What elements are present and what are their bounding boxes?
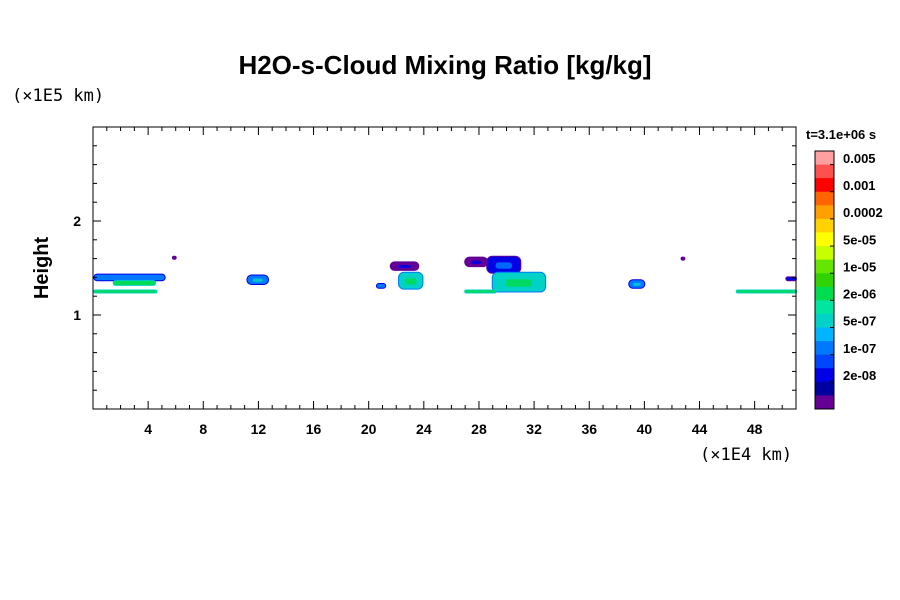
colorbar-label: 5e-07 xyxy=(843,314,876,329)
colorbar: 0.005 0.001 0.0002 5e-05 1e-05 2e-06 5e-07 1e-0… xyxy=(814,150,883,410)
cloud-patch-core xyxy=(113,281,156,285)
colorbar-swatch xyxy=(815,191,834,206)
y-tick-label: 2 xyxy=(73,213,81,229)
cloud-patch xyxy=(735,289,797,294)
colorbar-swatch xyxy=(815,354,834,369)
x-tick-label: 24 xyxy=(416,421,432,437)
cloud-field xyxy=(93,255,797,294)
colorbar-swatch xyxy=(815,218,834,233)
colorbar-label: 2e-06 xyxy=(843,287,876,302)
cloud-patch-core xyxy=(376,283,386,288)
x-tick-label: 40 xyxy=(637,421,653,437)
x-tick-label: 4 xyxy=(144,421,152,437)
cloud-patch xyxy=(112,280,157,286)
cloud-patch xyxy=(785,276,797,282)
colorbar-swatch xyxy=(815,395,834,410)
colorbar-swatch xyxy=(815,259,834,274)
colorbar-swatch xyxy=(815,205,834,220)
colorbar-label: 0.0002 xyxy=(843,205,883,220)
y-axis-unit-label: (×1E5 km) xyxy=(12,86,104,106)
colorbar-label: 5e-05 xyxy=(843,232,876,247)
colorbar-swatch xyxy=(815,178,834,193)
colorbar-swatch xyxy=(815,341,834,356)
cloud-patch-inner xyxy=(633,282,641,286)
colorbar-label: 0.005 xyxy=(843,151,876,166)
colorbar-swatch xyxy=(815,368,834,383)
colorbar-swatch xyxy=(815,327,834,342)
cloud-patch-inner xyxy=(470,260,482,265)
x-tick-label: 36 xyxy=(581,421,597,437)
colorbar-swatch xyxy=(815,273,834,288)
x-axis: 4 8 12 16 20 24 28 32 36 40 44 48 xyxy=(106,127,783,437)
colorbar-swatch xyxy=(815,313,834,329)
cloud-patch-core xyxy=(94,290,157,293)
cloud-patch xyxy=(680,256,686,261)
cloud-patch xyxy=(398,271,424,290)
colorbar-label: 2e-08 xyxy=(843,368,876,383)
x-tick-label: 44 xyxy=(692,421,708,437)
cloud-patch xyxy=(491,271,547,293)
colorbar-swatch xyxy=(815,286,834,301)
plot-frame xyxy=(92,126,797,410)
colorbar-swatch xyxy=(815,164,834,179)
y-tick-label: 1 xyxy=(73,307,81,323)
colorbar-label: 0.001 xyxy=(843,178,876,193)
cloud-patch xyxy=(171,255,177,260)
cloud-patch xyxy=(486,255,522,274)
cloud-patch-inner xyxy=(495,262,513,269)
x-tick-label: 8 xyxy=(199,421,207,437)
colorbar-label: 1e-07 xyxy=(843,341,876,356)
colorbar-swatch xyxy=(815,300,834,315)
cloud-patch-core xyxy=(465,290,496,293)
cloud-patch xyxy=(464,289,497,294)
cloud-patch-inner xyxy=(397,264,412,268)
x-tick-label: 32 xyxy=(526,421,542,437)
x-axis-unit-label: (×1E4 km) xyxy=(700,445,792,465)
cloud-patch xyxy=(375,282,387,289)
cloud-patch xyxy=(246,274,270,285)
x-tick-label: 12 xyxy=(251,421,267,437)
x-tick-label: 20 xyxy=(361,421,377,437)
time-label: t=3.1e+06 s xyxy=(806,127,876,142)
cloud-patch-core xyxy=(172,256,176,259)
y-axis-title: Height xyxy=(31,237,53,300)
x-tick-label: 16 xyxy=(306,421,322,437)
cloud-patch-inner xyxy=(505,279,533,287)
colorbar-swatch xyxy=(815,246,834,261)
cloud-patch xyxy=(389,261,420,271)
colorbar-swatch xyxy=(815,151,834,166)
cloud-patch-core xyxy=(786,277,796,281)
cloud-patch xyxy=(464,256,489,268)
colorbar-swatch xyxy=(815,232,834,247)
y-axis: 12 xyxy=(73,145,796,391)
cloud-patch-inner xyxy=(252,278,263,282)
colorbar-frame xyxy=(814,150,835,410)
x-tick-label: 28 xyxy=(471,421,487,437)
cloud-patch-core xyxy=(736,290,796,293)
cloud-patch xyxy=(93,273,166,282)
cloud-patch-inner xyxy=(404,278,417,285)
x-tick-label: 48 xyxy=(747,421,763,437)
cloud-patch-core xyxy=(94,274,165,281)
cloud-patch xyxy=(93,289,158,294)
chart-title: H2O-s-Cloud Mixing Ratio [kg/kg] xyxy=(238,50,651,80)
colorbar-swatch xyxy=(815,381,834,396)
cloud-patch xyxy=(628,279,646,289)
colorbar-label: 1e-05 xyxy=(843,259,876,274)
cloud-patch-core xyxy=(681,257,685,260)
